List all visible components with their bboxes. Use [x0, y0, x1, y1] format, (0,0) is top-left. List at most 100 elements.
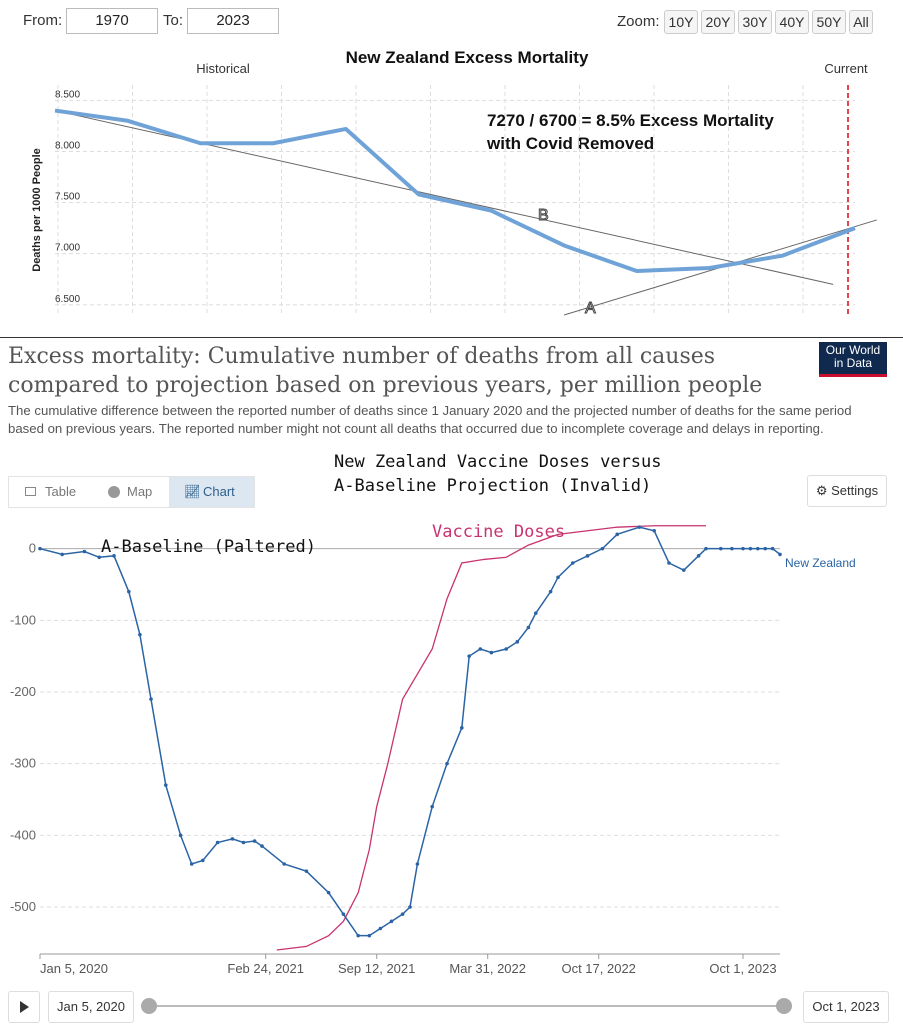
- new-zealand-line: [39, 526, 781, 937]
- new-zealand-point: [534, 611, 538, 615]
- new-zealand-point: [215, 840, 220, 845]
- annotation-line-2: with Covid Removed: [486, 134, 654, 153]
- new-zealand-point: [763, 546, 767, 551]
- new-zealand-point: [430, 804, 435, 809]
- view-tabs: Table Map 📈︎ Chart: [8, 476, 255, 508]
- from-year-input[interactable]: 1970: [66, 8, 158, 34]
- zoom-10y-button[interactable]: 10Y: [664, 10, 698, 34]
- y-tick-label: -100: [10, 612, 36, 627]
- vaccine-note-line-2: A-Baseline Projection (Invalid): [334, 476, 652, 496]
- from-label: From:: [23, 12, 63, 29]
- new-zealand-point: [252, 839, 257, 843]
- logo-line-1: Our World: [825, 343, 881, 357]
- timeline-track[interactable]: [149, 1005, 784, 1007]
- new-zealand-point: [667, 561, 671, 565]
- to-year-input[interactable]: 2023: [187, 8, 279, 34]
- vaccine-doses-line: [276, 525, 706, 951]
- vaccine-note-line-1: New Zealand Vaccine Doses versus: [334, 452, 662, 472]
- y-tick-label: 0: [29, 541, 36, 556]
- historical-label: Historical: [196, 61, 250, 76]
- new-zealand-point: [748, 546, 753, 551]
- zoom-50y-button[interactable]: 50Y: [812, 10, 846, 34]
- owid-chart-title: Excess mortality: Cumulative number of d…: [8, 344, 763, 398]
- new-zealand-point: [415, 862, 420, 866]
- new-zealand-point: [112, 554, 116, 558]
- new-zealand-point: [548, 589, 553, 594]
- new-zealand-point: [696, 554, 701, 558]
- trend-label-a: A: [585, 300, 596, 317]
- y-tick-label: 8.000: [55, 140, 80, 151]
- play-button[interactable]: [8, 991, 40, 1023]
- owid-logo[interactable]: Our World in Data: [819, 342, 887, 377]
- tab-table[interactable]: Table: [9, 477, 91, 507]
- new-zealand-point: [600, 546, 605, 551]
- x-tick-label: Sep 12, 2021: [338, 961, 415, 976]
- new-zealand-point: [356, 933, 361, 938]
- new-zealand-point: [571, 561, 575, 565]
- new-zealand-point: [304, 869, 309, 873]
- play-icon: [20, 1001, 29, 1013]
- line-chart-icon: 📈︎: [184, 484, 201, 499]
- x-tick-label: Jan 5, 2020: [40, 961, 108, 976]
- y-tick-label: 7.500: [55, 192, 80, 203]
- new-zealand-point: [704, 546, 708, 551]
- y-tick-label: -200: [10, 684, 36, 699]
- zoom-label: Zoom:: [617, 13, 660, 30]
- annotation-line-1: 7270 / 6700 = 8.5% Excess Mortality: [487, 111, 774, 130]
- new-zealand-point: [178, 833, 183, 838]
- y-axis-label: Deaths per 1000 People: [31, 148, 43, 272]
- historical-chart-panel: From: 1970 To: 2023 Zoom: 10Y 20Y 30Y 40…: [0, 0, 903, 338]
- new-zealand-point: [82, 549, 87, 554]
- new-zealand-point: [241, 840, 246, 845]
- x-tick-label: Mar 31, 2022: [449, 961, 526, 976]
- to-label: To:: [163, 12, 184, 29]
- new-zealand-point: [467, 654, 472, 658]
- gear-icon: ⚙: [815, 483, 828, 498]
- new-zealand-point: [282, 862, 287, 866]
- new-zealand-point: [770, 546, 775, 551]
- logo-line-2: in Data: [833, 356, 873, 370]
- zoom-all-button[interactable]: All: [849, 10, 873, 34]
- new-zealand-point: [778, 552, 782, 557]
- settings-button[interactable]: ⚙ Settings: [807, 475, 887, 507]
- new-zealand-point: [682, 568, 686, 572]
- trend-line-b: [54, 110, 834, 285]
- new-zealand-point: [756, 546, 760, 551]
- settings-label: Settings: [831, 483, 879, 498]
- new-zealand-point: [378, 926, 383, 931]
- timeline-start-handle[interactable]: [141, 998, 157, 1014]
- new-zealand-point: [719, 546, 723, 551]
- new-zealand-point: [149, 697, 153, 701]
- new-zealand-point: [652, 528, 656, 533]
- timeline-end-label: Oct 1, 2023: [803, 991, 889, 1023]
- new-zealand-point: [367, 933, 372, 938]
- new-zealand-point: [326, 890, 331, 895]
- new-zealand-point: [38, 546, 42, 551]
- new-zealand-point: [408, 905, 412, 909]
- new-zealand-point: [341, 912, 346, 916]
- new-zealand-point: [504, 647, 509, 651]
- y-tick-label: -400: [10, 827, 36, 842]
- new-zealand-point: [445, 761, 449, 766]
- new-zealand-point: [389, 919, 394, 924]
- tab-map[interactable]: Map: [92, 477, 168, 507]
- mortality-rate-line: [54, 108, 856, 274]
- y-tick-label: 7.000: [55, 243, 80, 254]
- new-zealand-point: [138, 632, 142, 637]
- tab-chart-label: Chart: [203, 484, 235, 499]
- table-icon: [25, 487, 36, 496]
- new-zealand-point: [164, 783, 168, 787]
- new-zealand-point: [189, 862, 194, 866]
- y-tick-label: -500: [10, 899, 36, 914]
- zoom-30y-button[interactable]: 30Y: [738, 10, 772, 34]
- y-tick-label: 8.500: [55, 89, 80, 100]
- y-tick-label: 6.500: [55, 294, 80, 305]
- new-zealand-point: [526, 625, 531, 630]
- zoom-40y-button[interactable]: 40Y: [775, 10, 809, 34]
- tab-chart[interactable]: 📈︎ Chart: [169, 477, 254, 507]
- timeline-end-handle[interactable]: [776, 998, 792, 1014]
- new-zealand-point: [260, 844, 264, 848]
- zoom-20y-button[interactable]: 20Y: [701, 10, 735, 34]
- new-zealand-point: [201, 858, 205, 863]
- new-zealand-point: [60, 552, 64, 557]
